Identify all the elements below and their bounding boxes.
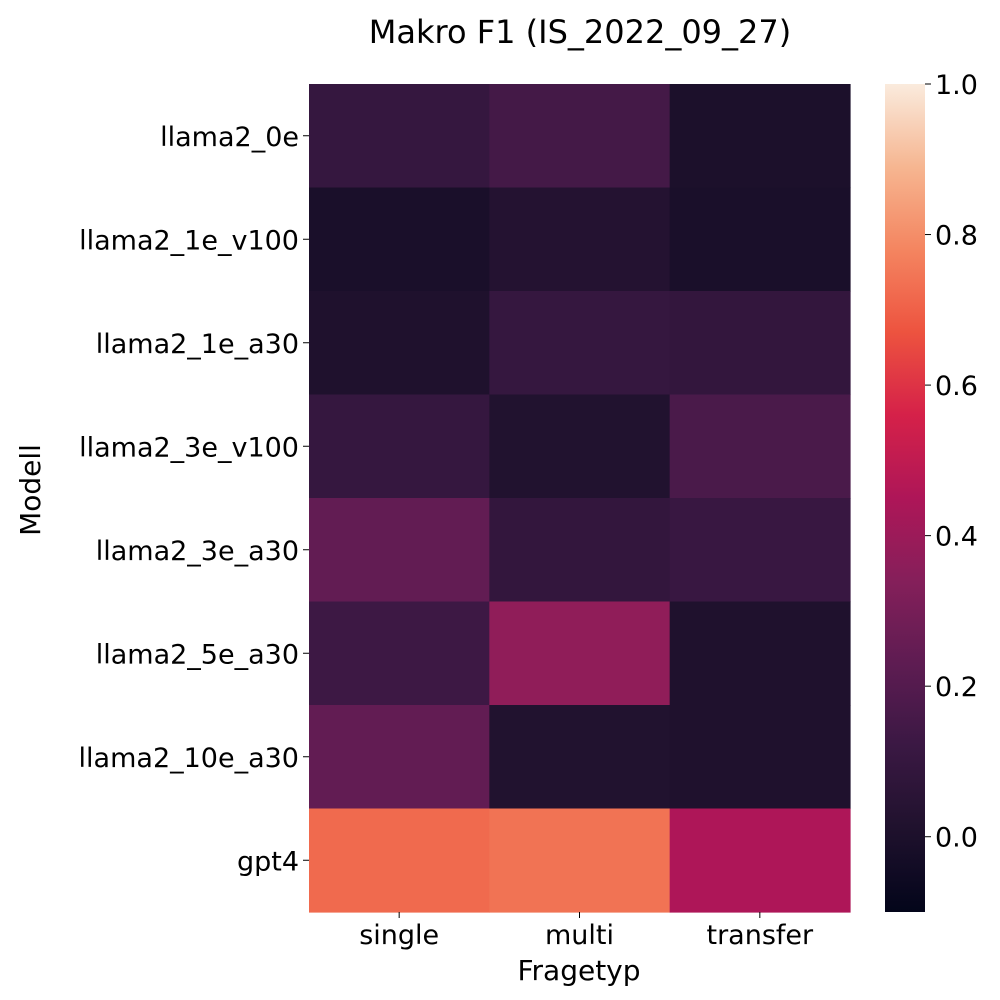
x-tick-label: transfer <box>707 920 815 951</box>
colorbar-tick-label: 0.2 <box>935 672 978 703</box>
x-tick-label: single <box>359 920 439 951</box>
heatmap-cell <box>669 187 851 292</box>
colorbar <box>885 84 925 912</box>
heatmap-cells <box>309 84 851 913</box>
y-tick-label: gpt4 <box>237 846 299 877</box>
heatmap-cell <box>309 705 490 810</box>
heatmap-cell <box>669 291 851 396</box>
y-axis-label: Modell <box>14 444 47 536</box>
y-tick-label: llama2_3e_a30 <box>96 536 299 567</box>
heatmap-cell <box>489 84 671 189</box>
x-tick-label: multi <box>545 920 614 951</box>
heatmap-cell <box>309 808 490 913</box>
colorbar-tick-label: 1.0 <box>935 70 978 101</box>
y-axis-ticks: llama2_0e llama2_1e_v100 llama2_1e_a30llam… <box>79 122 309 877</box>
heatmap-cell <box>309 498 490 603</box>
heatmap-cell <box>489 291 671 396</box>
chart-title: Makro F1 (IS_2022_09_27) <box>369 13 791 51</box>
heatmap-cell <box>669 498 851 603</box>
colorbar-tick-label: 0.0 <box>935 823 978 854</box>
x-axis-ticks: single multi transfer <box>359 912 814 951</box>
x-axis-label: Fragetyp <box>517 954 640 987</box>
colorbar-ticks: 0.0 0.2 0.4 0.6 0.8 1.0 <box>925 70 978 854</box>
y-tick-label: llama2_1e_v100 <box>79 225 299 256</box>
heatmap-cell <box>309 601 490 706</box>
heatmap-cell <box>489 601 671 706</box>
heatmap-cell <box>489 705 671 810</box>
heatmap-cell <box>669 705 851 810</box>
y-tick-label: llama2_3e_v100 <box>79 432 299 463</box>
heatmap-cell <box>669 84 851 189</box>
heatmap-cell <box>309 84 490 189</box>
heatmap-cell <box>489 187 671 292</box>
colorbar-tick-label: 0.4 <box>935 522 978 553</box>
heatmap-cell <box>669 601 851 706</box>
heatmap-cell <box>669 808 851 913</box>
heatmap-cell <box>489 498 671 603</box>
y-tick-label: llama2_5e_a30 <box>96 639 299 670</box>
heatmap-cell <box>489 394 671 499</box>
heatmap-cell <box>309 187 490 292</box>
colorbar-tick-label: 0.6 <box>935 371 978 402</box>
y-tick-label: llama2_10e_a30 <box>79 743 299 774</box>
heatmap-cell <box>669 394 851 499</box>
y-tick-label: llama2_1e_a30 <box>96 329 299 360</box>
colorbar-tick-label: 0.8 <box>935 221 978 252</box>
heatmap-cell <box>309 394 490 499</box>
y-tick-label: llama2_0e <box>160 122 299 153</box>
heatmap-cell <box>489 808 671 913</box>
heatmap-cell <box>309 291 490 396</box>
